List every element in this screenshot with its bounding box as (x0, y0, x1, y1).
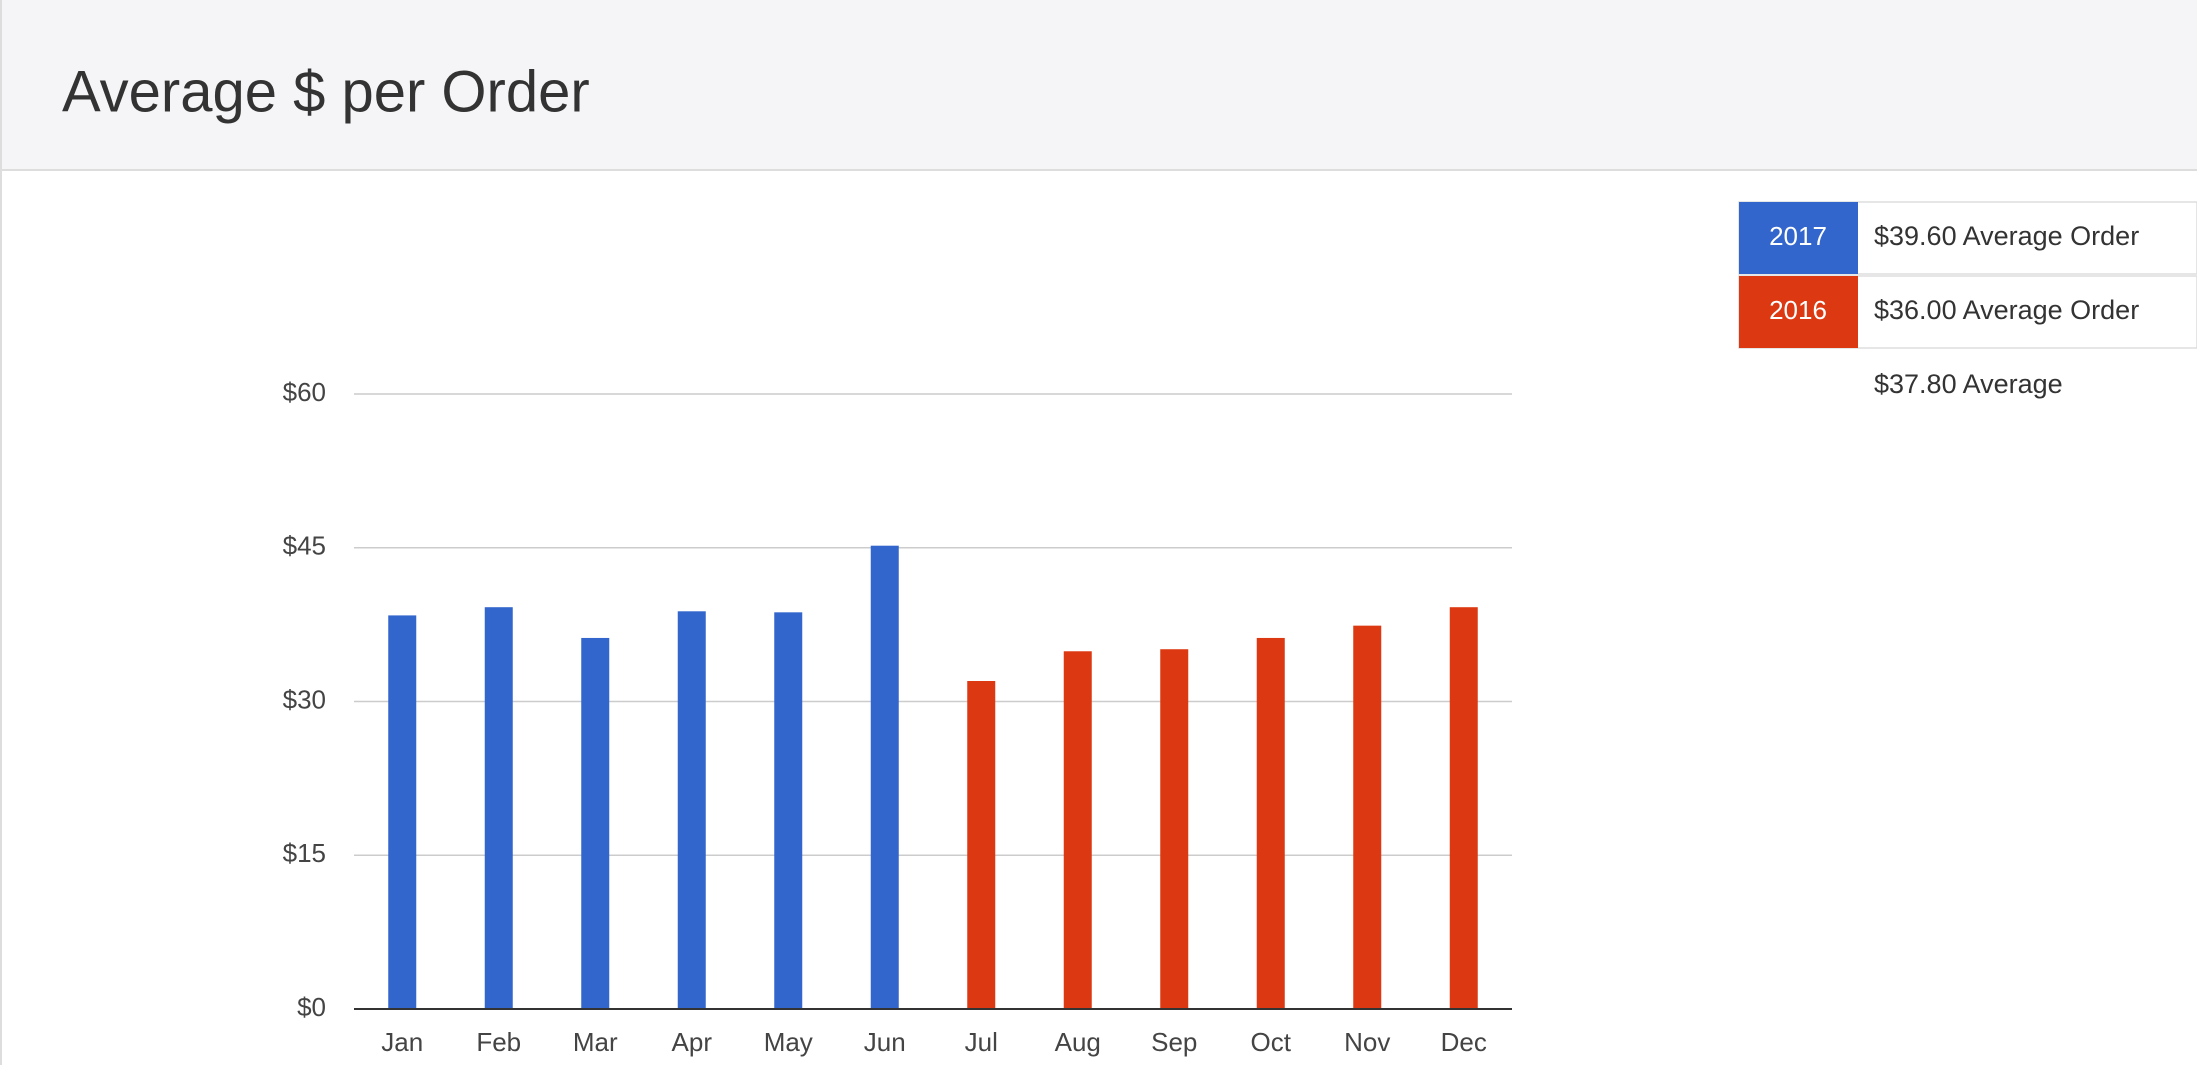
legend-swatch (1739, 202, 1858, 274)
bar (774, 612, 803, 1009)
x-tick-label: Jul (965, 1027, 998, 1057)
bar (484, 607, 513, 1009)
x-tick-label: Nov (1344, 1027, 1390, 1057)
x-tick-label: Feb (476, 1027, 521, 1057)
x-tick-label: May (764, 1027, 813, 1057)
bar (581, 637, 610, 1009)
x-tick-label: Jun (864, 1027, 906, 1057)
legend-summary: $37.80 Average (1874, 369, 2063, 399)
legend-summary: $36.00 Average Order (1874, 295, 2139, 325)
bar (677, 611, 706, 1009)
bar (1353, 625, 1382, 1009)
bar (870, 545, 899, 1009)
legend-summary: $39.60 Average Order (1874, 221, 2139, 251)
bar (967, 681, 996, 1009)
header (0, 0, 2197, 170)
bar (1063, 651, 1092, 1009)
legend-swatch (1739, 276, 1858, 348)
x-tick-label: Mar (573, 1027, 618, 1057)
bar (1256, 637, 1285, 1009)
bar (388, 615, 417, 1009)
y-tick-label: $30 (283, 684, 326, 714)
legend-name: 2016 (1769, 295, 1827, 325)
x-tick-label: Dec (1441, 1027, 1487, 1057)
y-tick-label: $0 (297, 992, 326, 1022)
chart-title: Average $ per Order (62, 59, 590, 124)
y-tick-label: $15 (283, 838, 326, 868)
x-tick-label: Apr (672, 1027, 713, 1057)
x-tick-label: Jan (381, 1027, 423, 1057)
bar (1449, 607, 1478, 1009)
legend-name: 2017 (1769, 221, 1827, 251)
y-tick-label: $45 (283, 531, 326, 561)
bar (1160, 649, 1189, 1009)
x-tick-label: Aug (1055, 1027, 1101, 1057)
x-tick-label: Oct (1251, 1027, 1292, 1057)
y-tick-label: $60 (283, 377, 326, 407)
x-tick-label: Sep (1151, 1027, 1197, 1057)
legend: 2017 $39.60 Average Order 2016 $36.00 Avera… (1738, 201, 2197, 399)
